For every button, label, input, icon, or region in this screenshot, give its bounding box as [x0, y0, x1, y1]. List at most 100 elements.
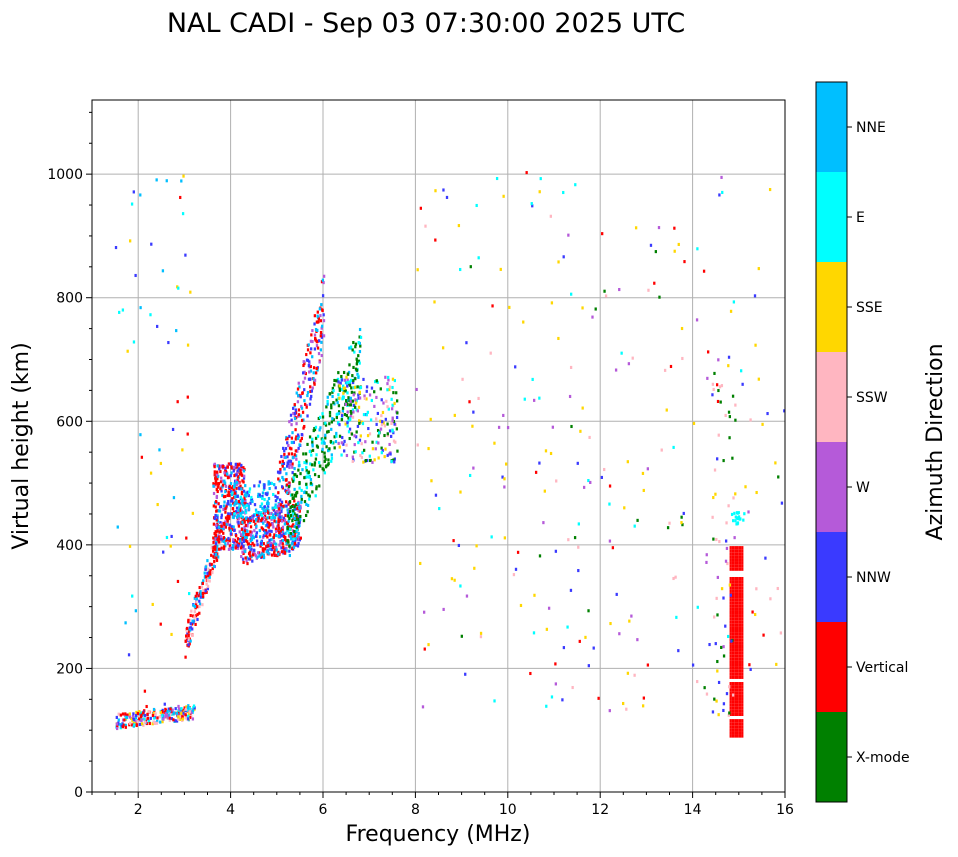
echo-point [316, 434, 320, 438]
echo-point [279, 507, 282, 511]
echo-point [240, 554, 243, 559]
echo-point [741, 694, 744, 698]
echo-point [734, 546, 737, 550]
echo-point [283, 467, 286, 471]
echo-point [181, 717, 185, 721]
echo-point [268, 516, 271, 520]
echo-point [734, 734, 737, 738]
echo-point [263, 528, 266, 532]
echo-point [352, 340, 355, 345]
echo-point [734, 629, 737, 633]
echo-point [734, 519, 737, 523]
echo-point [741, 623, 744, 627]
echo-point [155, 178, 158, 182]
echo-point [734, 694, 737, 698]
echo-point [734, 663, 737, 667]
echo-point [204, 565, 208, 569]
echo-point [277, 528, 280, 533]
echo-point [231, 528, 234, 532]
echo-point [201, 595, 205, 599]
echo-point [212, 482, 215, 486]
echo-point [738, 657, 742, 661]
echo-point [278, 530, 281, 535]
echo-point [285, 521, 288, 525]
echo-point [293, 453, 296, 457]
echo-point [262, 515, 265, 520]
echo-point [582, 485, 586, 489]
echo-point [729, 675, 732, 679]
echo-point [116, 724, 119, 729]
echo-point [307, 343, 310, 347]
echo-point [729, 722, 732, 726]
echo-point [283, 452, 286, 457]
echo-point [647, 288, 650, 292]
grid [92, 100, 785, 792]
echo-point [705, 560, 708, 564]
echo-point [430, 479, 433, 483]
echo-point [306, 394, 309, 398]
echo-point [305, 465, 308, 470]
echo-point [567, 538, 570, 542]
echo-point [736, 522, 739, 526]
echo-point [227, 536, 230, 540]
echo-point [172, 712, 175, 716]
echo-point [333, 446, 336, 450]
echo-point [293, 493, 297, 497]
echo-point [192, 603, 195, 607]
echo-point [351, 415, 355, 419]
echo-point [261, 494, 264, 499]
echo-point [242, 469, 246, 473]
echo-point [731, 657, 735, 661]
echo-point [660, 448, 663, 452]
echo-point [554, 549, 558, 553]
echo-point [227, 516, 231, 520]
echo-point [341, 397, 344, 401]
echo-point [226, 465, 229, 469]
echo-point [363, 394, 366, 398]
echo-point [741, 725, 744, 729]
echo-point [736, 697, 739, 701]
echo-point [726, 634, 730, 639]
echo-point [204, 575, 208, 579]
echo-point [608, 709, 611, 713]
echo-point [354, 398, 357, 402]
echo-point [211, 567, 214, 571]
echo-point [323, 451, 326, 455]
echo-point [382, 401, 385, 405]
echo-point [636, 518, 639, 522]
echo-point [749, 418, 752, 422]
echo-point [168, 718, 171, 722]
echo-point [731, 614, 735, 618]
echo-point [301, 468, 304, 472]
echo-point [221, 479, 225, 483]
echo-point [332, 418, 335, 422]
echo-point [729, 632, 732, 636]
echo-point [248, 490, 251, 494]
echo-point [345, 399, 348, 403]
echo-point [578, 639, 581, 643]
echo-point [300, 488, 303, 492]
echo-point [163, 702, 166, 706]
echo-point [309, 377, 312, 381]
echo-point [270, 541, 273, 545]
echo-point [673, 249, 676, 253]
echo-point [738, 592, 742, 596]
echo-point [731, 617, 735, 621]
echo-point [177, 707, 181, 711]
echo-point [133, 723, 136, 727]
echo-point [388, 442, 391, 447]
echo-point [186, 395, 189, 399]
echo-point [566, 625, 569, 629]
echo-point [294, 507, 297, 511]
echo-point [214, 535, 217, 540]
echo-point [257, 492, 260, 496]
echo-point [305, 358, 309, 362]
echo-point [464, 672, 467, 676]
echo-point [675, 615, 678, 619]
echo-point [741, 672, 744, 676]
echo-point [240, 514, 243, 518]
echo-point [216, 464, 219, 468]
echo-point [734, 660, 737, 664]
echo-point [357, 354, 360, 358]
